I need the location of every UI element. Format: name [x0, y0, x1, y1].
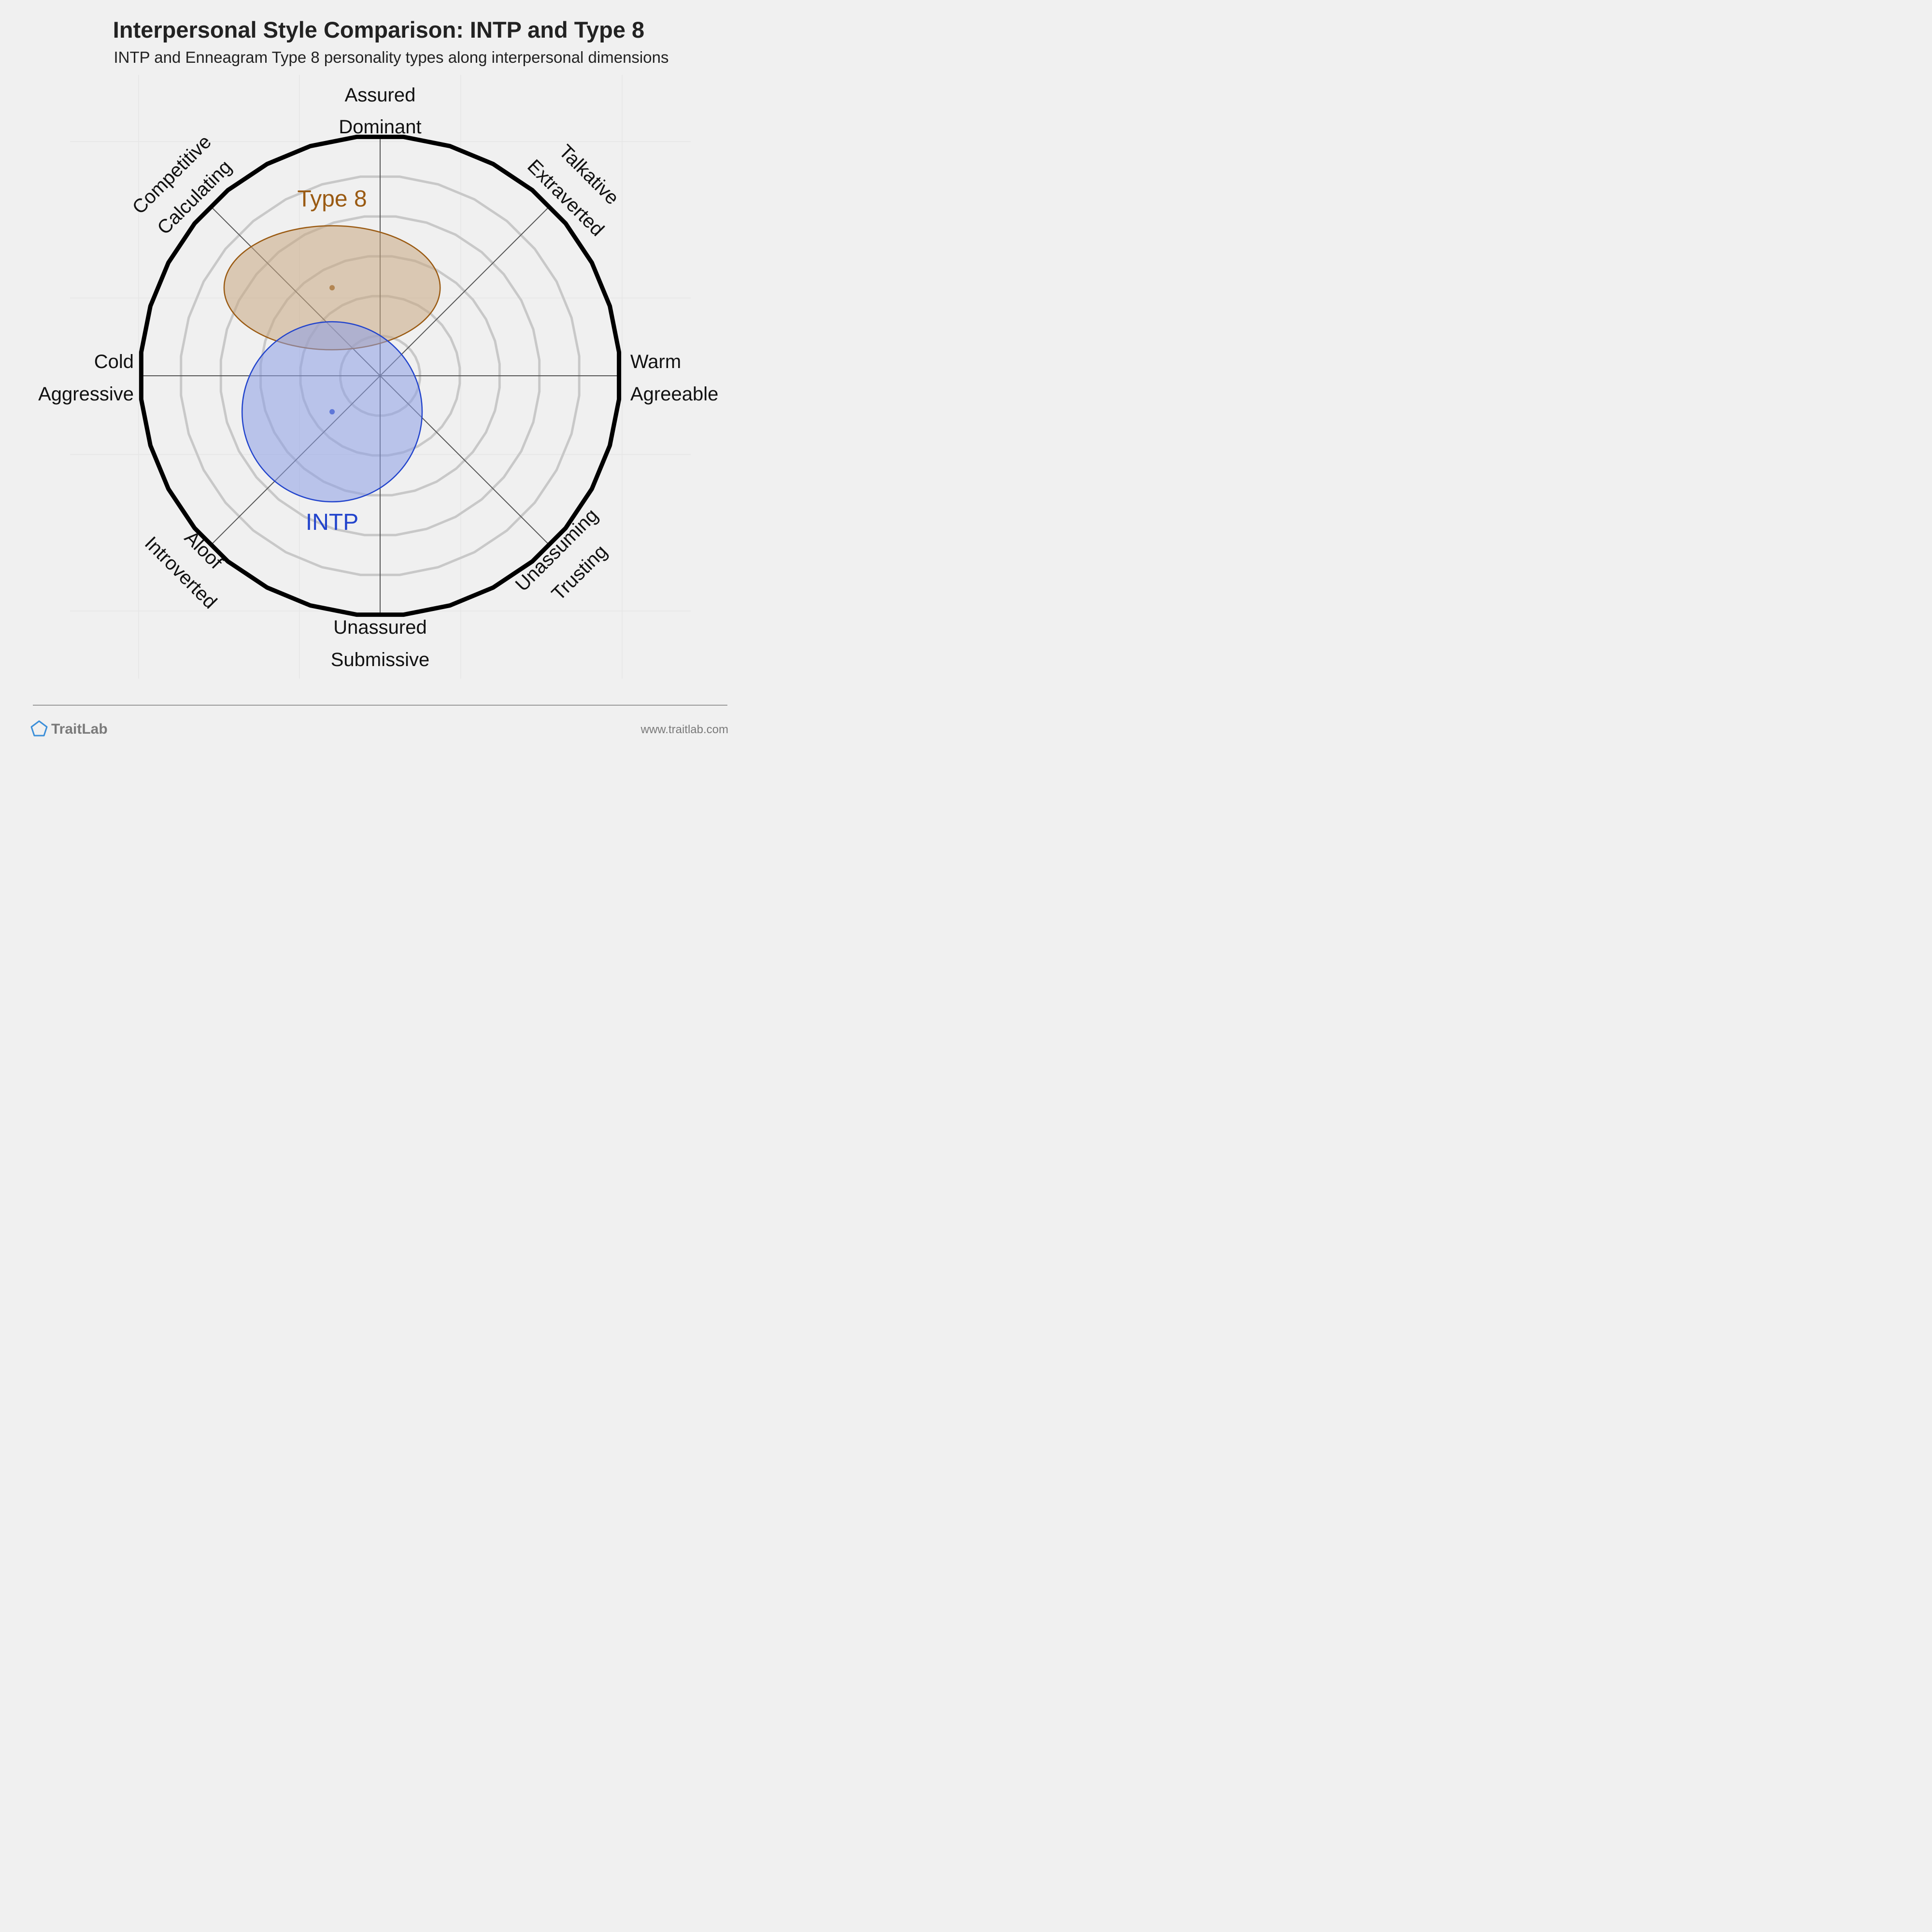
series-point-intp	[329, 409, 335, 415]
outer-ring	[139, 134, 622, 617]
grid-ring-5	[180, 175, 581, 576]
series-point-type-8	[329, 285, 335, 291]
chart: Interpersonal Style Comparison: INTP and…	[0, 0, 757, 757]
traitlab-logo-icon	[30, 720, 48, 737]
grid-ring-4	[219, 215, 541, 537]
outer-ring-outline	[139, 134, 622, 617]
footer-url: www.traitlab.com	[640, 723, 728, 736]
axis-label-warm: Warm	[630, 351, 681, 372]
footer-brand: TraitLab	[51, 721, 108, 737]
axis-label-unassured: Unassured	[333, 617, 426, 638]
axis-label-agreeable: Agreeable	[630, 384, 718, 405]
axis-label-submissive: Submissive	[331, 649, 430, 670]
axis-label-cold: Cold	[94, 351, 134, 372]
axis-label-assured: Assured	[345, 85, 416, 106]
series-label-type-8: Type 8	[298, 186, 367, 212]
series-layer: Type 8 INTP	[223, 186, 441, 535]
chart-title: Interpersonal Style Comparison: INTP and…	[113, 17, 644, 43]
series-label-intp: INTP	[306, 510, 358, 535]
axis-label-dominant: Dominant	[339, 116, 421, 138]
axis-label-aggressive: Aggressive	[38, 384, 134, 405]
chart-subtitle: INTP and Enneagram Type 8 personality ty…	[114, 48, 669, 66]
